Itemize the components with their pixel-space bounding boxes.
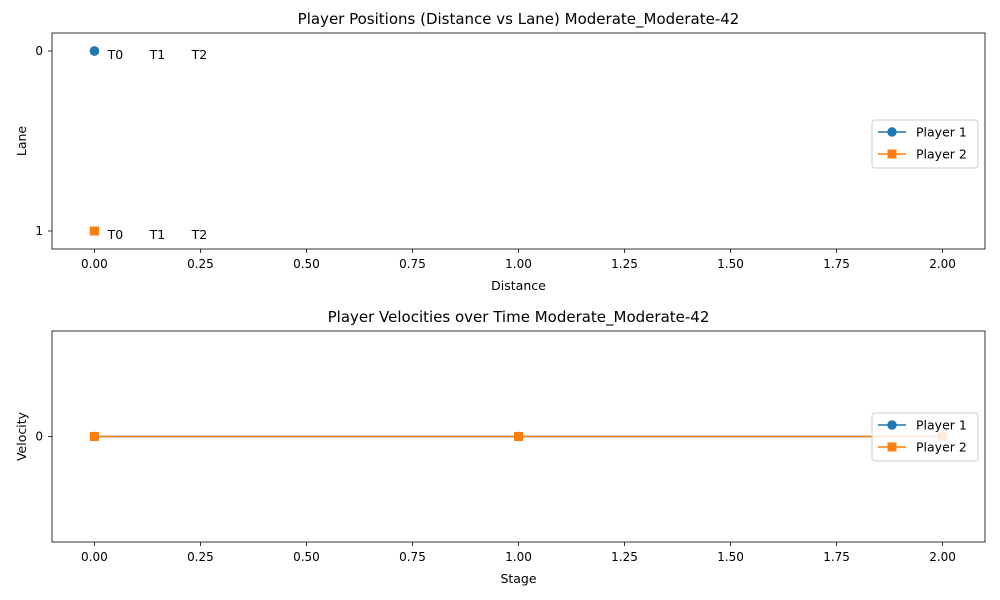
x-tick-label: 1.25 xyxy=(611,257,638,271)
positions-subplot: Player Positions (Distance vs Lane) Mode… xyxy=(14,10,986,293)
x-tick-label: 1.50 xyxy=(717,257,744,271)
point-annotation: T0 xyxy=(107,47,124,62)
x-tick-label: 1.00 xyxy=(505,550,532,564)
legend-marker xyxy=(887,420,897,430)
data-point-2 xyxy=(89,226,99,236)
legend-marker xyxy=(887,149,897,159)
y-tick-label: 0 xyxy=(35,430,43,444)
x-tick-label: 0.25 xyxy=(187,257,214,271)
velocities-subplot: Player Velocities over Time Moderate_Mod… xyxy=(14,308,986,586)
x-tick-label: 0.50 xyxy=(293,550,320,564)
axes-frame xyxy=(51,32,986,250)
legend-label: Player 1 xyxy=(916,125,967,140)
point-annotation: T2 xyxy=(191,47,208,62)
legend-marker xyxy=(887,127,897,137)
legend: Player 1 Player 2 xyxy=(871,119,979,169)
x-tick-label: 0.00 xyxy=(81,550,108,564)
legend-label: Player 2 xyxy=(916,440,967,455)
y-tick-label: 0 xyxy=(35,44,43,58)
y-axis-label: Velocity xyxy=(14,411,29,461)
axes-frame xyxy=(51,330,986,543)
chart-title: Player Velocities over Time Moderate_Mod… xyxy=(328,308,710,327)
x-tick-label: 0.50 xyxy=(293,257,320,271)
legend-label: Player 2 xyxy=(916,147,967,162)
legend-label: Player 1 xyxy=(916,418,967,433)
point-annotation: T0 xyxy=(107,227,124,242)
x-tick-label: 2.00 xyxy=(929,550,956,564)
legend-marker xyxy=(887,442,897,452)
y-tick-label: 1 xyxy=(35,224,43,238)
chart-title: Player Positions (Distance vs Lane) Mode… xyxy=(298,10,740,29)
x-tick-label: 1.75 xyxy=(823,550,850,564)
x-tick-label: 1.50 xyxy=(717,550,744,564)
data-point-1 xyxy=(89,46,100,56)
x-tick-label: 0.75 xyxy=(399,257,426,271)
legend: Player 1 Player 2 xyxy=(871,412,979,462)
point-annotation: T2 xyxy=(191,227,208,242)
x-tick-label: 0.00 xyxy=(81,257,108,271)
y-axis-label: Lane xyxy=(14,126,29,157)
x-tick-label: 2.00 xyxy=(929,257,956,271)
x-tick-label: 0.25 xyxy=(187,550,214,564)
data-point-2 xyxy=(514,432,523,441)
x-axis-label: Stage xyxy=(500,571,536,586)
point-annotation: T1 xyxy=(149,227,166,242)
data-point-2 xyxy=(89,432,99,441)
x-tick-label: 0.75 xyxy=(399,550,426,564)
x-axis-label: Distance xyxy=(491,278,546,293)
x-tick-label: 1.75 xyxy=(823,257,850,271)
x-tick-label: 1.00 xyxy=(505,257,532,271)
point-annotation: T1 xyxy=(149,47,166,62)
x-tick-label: 1.25 xyxy=(611,550,638,564)
